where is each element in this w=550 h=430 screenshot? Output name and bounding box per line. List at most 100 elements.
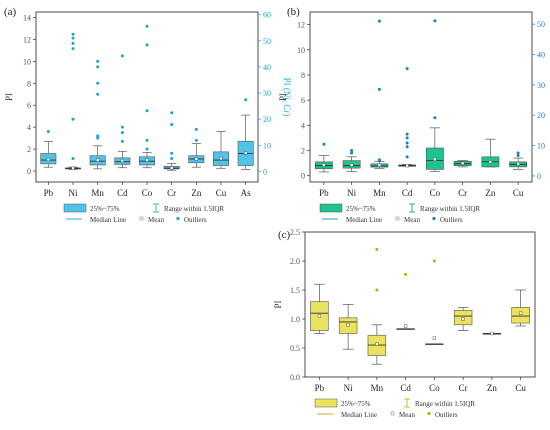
mean-marker (461, 317, 465, 321)
outlier-point (120, 131, 124, 135)
outlier-point (145, 147, 149, 151)
x-tick-label: Mn (373, 188, 386, 198)
y-right-axis-label: PI (Ni, Cr) (282, 78, 292, 117)
outlier-point (96, 136, 100, 140)
outlier-point (71, 117, 75, 121)
mean-marker (322, 163, 326, 167)
legend-box-swatch (314, 398, 338, 408)
outlier-point (71, 41, 75, 45)
legend: 25%~75% Range within 1.5IQR Median Line Mea… (63, 203, 224, 224)
mean-marker (403, 324, 408, 328)
y-tick-label: 2 (27, 145, 31, 154)
panel-label: (b) (287, 6, 300, 18)
legend-outlier-swatch (427, 411, 431, 416)
legend-mean-label: Mean (399, 411, 415, 419)
legend-box-label: 25%~75% (346, 205, 376, 213)
mean-marker (317, 314, 322, 318)
y-tick-label: 1.5 (290, 286, 300, 295)
x-tick-label: Cu (216, 188, 227, 198)
y-right-tick-label: 20 (263, 115, 271, 124)
outlier-point (350, 151, 354, 155)
y-right-tick-label: 50 (537, 20, 545, 29)
outlier-point (405, 145, 409, 149)
outlier-point (405, 136, 409, 140)
y-right-tick-label: 40 (537, 51, 545, 60)
y-tick-label: 6 (301, 96, 305, 105)
panel-0: (a) 0 2 4 6 8 10 12 14 PI 0 10 20 30 40 50 60 PI (Ni, Cr)… (4, 6, 292, 224)
box-Cd (396, 272, 415, 330)
outlier-point (145, 109, 149, 113)
legend-outliers-label: Outliers (435, 411, 458, 419)
y-axis-label: PI (4, 93, 14, 101)
outlier-point (96, 81, 100, 85)
box-Pb (40, 130, 57, 168)
box-Zn (482, 331, 502, 336)
y-tick-label: 2 (301, 147, 305, 156)
box-Cd (398, 67, 417, 168)
outlier-point (404, 272, 408, 276)
outlier-point (46, 130, 50, 134)
legend: 25%~75% Range within 1.5IQR Median Line Mea… (319, 203, 480, 224)
outlier-point (322, 142, 326, 146)
outlier-point (375, 247, 379, 251)
x-tick-label: Cd (402, 188, 413, 198)
y-tick-label: 4 (301, 121, 305, 130)
x-tick-label: Mn (371, 383, 384, 393)
mean-marker (490, 331, 494, 336)
x-tick-label: Ni (69, 188, 78, 198)
legend-median-label: Median Line (90, 216, 126, 224)
x-tick-label: Cd (117, 188, 128, 198)
box-Pb (310, 283, 329, 334)
outlier-point (96, 134, 100, 138)
outlier-point (405, 132, 409, 136)
y-tick-label: 0 (301, 172, 305, 181)
outlier-point (170, 111, 174, 115)
outlier-point (145, 138, 149, 142)
y-right-tick-label: 0 (537, 172, 541, 181)
mean-marker (46, 157, 50, 162)
box-Pb (314, 142, 333, 173)
outlier-point (96, 92, 100, 96)
outlier-point (377, 19, 381, 23)
x-tick-label: Ni (344, 383, 353, 393)
y-right-tick-label: 0 (263, 168, 267, 177)
outlier-point (96, 59, 100, 63)
plot-frame (309, 11, 533, 183)
y-right-tick-label: 10 (537, 142, 545, 151)
box-Co (425, 259, 444, 346)
x-tick-label: Co (430, 188, 441, 198)
x-tick-label: Cu (513, 188, 524, 198)
mean-marker (120, 158, 124, 163)
legend-median-label: Median Line (341, 411, 377, 419)
x-tick-label: Pb (44, 188, 54, 198)
legend-box-swatch (319, 203, 343, 213)
x-tick-label: Co (142, 188, 153, 198)
outlier-point (71, 47, 75, 51)
y-tick-label: 6 (27, 101, 31, 110)
mean-marker (518, 311, 523, 315)
outlier-point (194, 138, 198, 142)
y-tick-label: 10 (297, 46, 305, 55)
y-right-tick-label: 30 (537, 81, 545, 90)
y-tick-label: 10 (23, 57, 31, 66)
outlier-point (96, 65, 100, 69)
x-tick-label: Cr (458, 188, 467, 198)
outlier-point (375, 288, 379, 292)
box-As (237, 98, 254, 170)
x-tick-label: Cr (167, 188, 176, 198)
plot-frame (304, 231, 536, 378)
box-Mn (370, 19, 389, 169)
legend-mean-label: Mean (148, 216, 164, 224)
outlier-point (120, 125, 124, 129)
legend-box-swatch (63, 203, 87, 213)
y-tick-label: 12 (297, 21, 305, 30)
outlier-point (120, 139, 124, 143)
y-tick-label: 8 (301, 71, 305, 80)
legend-range-label: Range within 1.5IQR (164, 205, 224, 213)
box-Cr (453, 307, 473, 331)
legend-outliers-label: Outliers (184, 216, 207, 224)
outlier-point (433, 19, 437, 23)
outlier-point (433, 116, 437, 120)
legend-outlier-swatch (176, 216, 180, 221)
